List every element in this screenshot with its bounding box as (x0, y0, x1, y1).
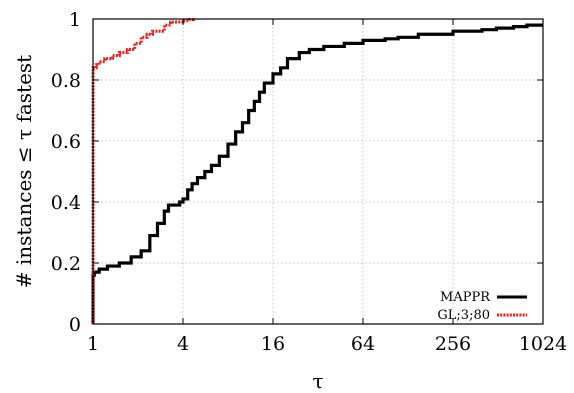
legend: MAPPR GL;3;80 (437, 290, 527, 323)
y-tick-label: 0.8 (51, 70, 81, 92)
x-tick-label: 4 (177, 333, 189, 355)
y-tick-label: 0.6 (51, 131, 81, 153)
legend-label-gl: GL;3;80 (437, 308, 490, 323)
x-tick-label: 1 (87, 333, 99, 355)
series-group (91, 18, 543, 324)
x-tick-label: 256 (435, 333, 471, 355)
x-tick-label: 64 (351, 333, 375, 355)
x-tick-label: 1024 (519, 333, 567, 355)
series-line-gl (91, 18, 195, 324)
y-tick-label: 1 (69, 9, 81, 31)
grid (93, 19, 543, 324)
tick-labels: 1 4 16 64 256 1024 0 0.2 0.4 0.6 0.8 1 (51, 9, 567, 355)
series-line-mappr (91, 23, 543, 324)
y-axis-label: # instances ≤ τ fastest (12, 55, 36, 288)
legend-label-mappr: MAPPR (440, 290, 491, 305)
x-axis-label: τ (312, 369, 323, 393)
plot-frame (92, 18, 544, 325)
y-tick-label: 0.2 (51, 253, 81, 275)
x-tick-label: 16 (261, 333, 285, 355)
y-tick-label: 0.4 (51, 192, 81, 214)
y-tick-label: 0 (69, 314, 81, 336)
ticks (92, 18, 544, 325)
